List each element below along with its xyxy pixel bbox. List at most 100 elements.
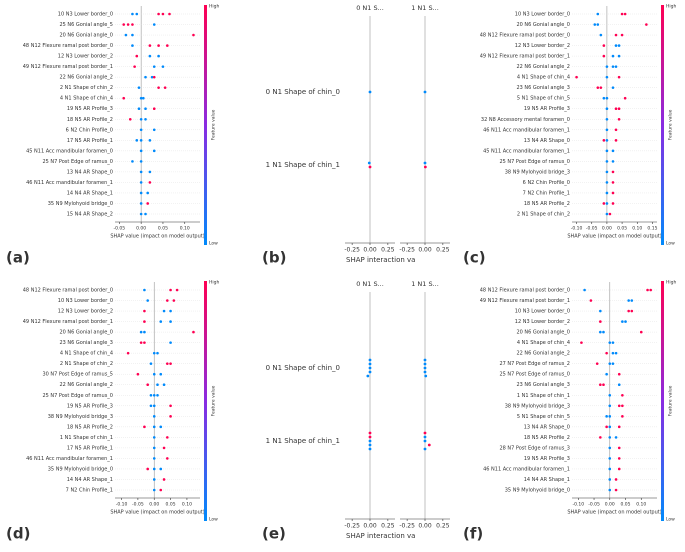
shap-dot — [646, 288, 649, 292]
colorbar-low: Low — [666, 241, 675, 247]
feature-label: 23 N6 Gonial angle_3 — [59, 340, 113, 346]
shap-dot — [192, 330, 195, 334]
shap-dot — [139, 128, 143, 132]
feature-label: 1 N1 Shape of chin_1 — [517, 393, 570, 399]
shap-dot — [611, 181, 615, 184]
feature-label: 30 N7 Post Edge of ramus_5 — [42, 372, 113, 378]
shap-dot — [156, 383, 159, 387]
x-tick-label: -0.05 — [586, 226, 598, 232]
shap-dot — [148, 54, 152, 58]
shap-dot — [630, 309, 634, 313]
feature-label: 18 N5 AR Profile_2 — [67, 117, 113, 123]
feature-label: 23 N6 Gonial angle_3 — [516, 382, 570, 388]
shap-dot — [135, 54, 139, 58]
x-axis-title: SHAP value (impact on model output) — [567, 234, 661, 240]
feature-label: 10 N3 Lower border_0 — [58, 298, 113, 304]
shap-dot — [150, 75, 154, 79]
shap-dot — [152, 75, 156, 79]
feature-label: 22 N6 Gonial angle_2 — [516, 64, 570, 70]
x-tick-label: -0.05 — [132, 502, 144, 508]
shap-dot — [152, 128, 156, 132]
shap-dot — [144, 212, 147, 216]
shap-dot — [608, 467, 612, 471]
shap-dot — [146, 191, 149, 195]
shap-dot — [605, 170, 609, 174]
feature-label: 10 N3 Lower border_0 — [58, 12, 113, 18]
feature-label: 5 N1 Shape of chin_5 — [517, 414, 570, 420]
shap-dot — [614, 436, 618, 439]
shap-dot — [639, 330, 643, 334]
shap-dot — [605, 425, 608, 429]
colorbar-title: Feature value — [668, 385, 674, 416]
shap-dot — [605, 202, 609, 205]
shap-dot — [605, 191, 609, 195]
shap-dot — [617, 457, 621, 460]
shap-dot — [152, 351, 156, 355]
x-axis-title: SHAP interaction va — [346, 532, 415, 540]
x-tick-label: 0.05 — [617, 226, 627, 232]
shap-dot — [169, 309, 172, 313]
x-tick-label: 0.15 — [647, 226, 657, 232]
shap-dot — [143, 288, 146, 292]
x-axis-title: SHAP interaction va — [346, 256, 415, 264]
feature-label: 35 N9 Mylohyoid bridge_0 — [48, 201, 113, 207]
shap-dot — [162, 309, 166, 313]
shap-dot — [608, 446, 612, 450]
shap-dot — [599, 436, 602, 439]
shap-dot — [143, 330, 146, 334]
shap-dot — [611, 202, 615, 205]
colorbar-low: Low — [209, 517, 218, 523]
colorbar-title: Feature value — [668, 109, 674, 140]
shap-dot — [608, 341, 612, 344]
feature-label: 20 N6 Gonial angle_0 — [59, 33, 113, 39]
feature-label: 49 N12 Flexure ramal post border_1 — [23, 64, 113, 70]
x-tick-label: 0.00 — [418, 247, 432, 254]
shap-dot — [614, 139, 618, 142]
shap-dot — [143, 341, 146, 344]
colorbar-title: Feature value — [211, 109, 217, 140]
shap-dot — [617, 404, 621, 408]
shap-dot — [589, 299, 593, 302]
x-tick-label: 0.25 — [436, 247, 450, 254]
feature-label: 19 N5 AR Profile_3 — [67, 106, 113, 112]
shap-dot — [143, 320, 146, 323]
x-tick-label: -0.25 — [344, 247, 360, 254]
feature-label: 13 N4 AR Shape_0 — [524, 138, 570, 144]
shap-dot — [149, 393, 153, 397]
colorbar-low: Low — [209, 241, 218, 247]
shap-dot — [614, 33, 618, 37]
shap-dot — [139, 170, 143, 174]
feature-label: 45 N11 Acc mandibular foramen_0 — [26, 148, 113, 154]
panel-label: (e) — [262, 525, 286, 543]
shap-dot — [423, 165, 427, 169]
x-tick-label: 0.00 — [363, 247, 377, 254]
shap-dot — [605, 128, 609, 132]
shap-dot — [596, 23, 600, 26]
shap-dot — [614, 44, 618, 47]
x-tick-label: 0.10 — [180, 226, 190, 232]
shap-dot — [621, 415, 624, 418]
shap-dot — [424, 374, 428, 378]
shap-dot — [617, 44, 621, 47]
x-tick-label: -0.05 — [114, 226, 126, 232]
shap-dot — [649, 288, 653, 292]
feature-label: 5 N1 Shape of chin_5 — [517, 96, 570, 102]
feature-label: 48 N12 Flexure ramal post border_0 — [480, 288, 570, 294]
shap-dot — [126, 351, 130, 355]
shap-dot — [169, 415, 172, 418]
shap-dot — [139, 191, 143, 195]
shap-dot — [122, 23, 126, 26]
colorbar — [204, 5, 207, 245]
shap-dot — [645, 23, 648, 26]
shap-dot — [149, 362, 153, 365]
shap-dot — [159, 372, 163, 376]
shap-dot — [368, 165, 372, 169]
x-axis-title: SHAP value (impact on model output) — [110, 234, 204, 240]
shap-dot — [152, 478, 156, 481]
shap-dot — [131, 12, 134, 16]
shap-dot — [605, 149, 609, 153]
shap-dot — [617, 107, 621, 111]
feature-label: 46 N11 Acc mandibular foramen_1 — [483, 466, 570, 472]
shap-dot — [367, 161, 371, 165]
feature-label: 15 N4 AR Shape_2 — [67, 212, 113, 218]
